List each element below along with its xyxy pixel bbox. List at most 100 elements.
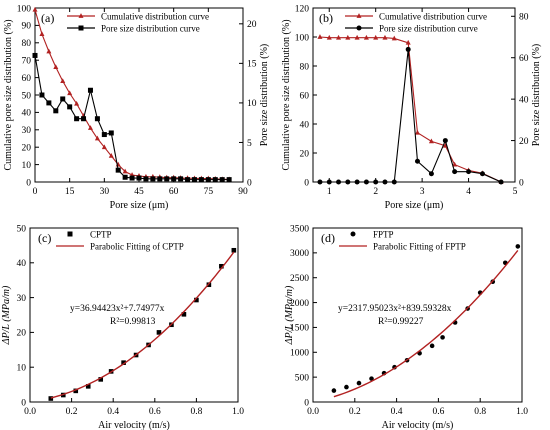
x-tick-label: 1.0 (516, 407, 528, 417)
legend-label: Parabolic Fitting of FPTP (373, 241, 466, 251)
data-point (219, 263, 224, 269)
legend-marker (78, 25, 84, 31)
data-point (122, 168, 128, 174)
data-point (94, 135, 100, 141)
data-point (336, 34, 342, 40)
series-line (319, 36, 502, 183)
y-axis-label: Cumulative pore size distribution (%) (281, 19, 292, 170)
y-tick-label: 50 (22, 91, 32, 101)
legend-marker (67, 231, 73, 237)
x-tick-label: 5 (513, 187, 518, 197)
y-tick-label: 3000 (290, 249, 309, 259)
data-point (46, 48, 52, 54)
fit-equation: y=36.94423x²+7.74977x (70, 304, 165, 314)
panel-label: (b) (319, 11, 333, 25)
x-tick-label: 2 (373, 187, 378, 197)
data-point (356, 380, 362, 386)
y-tick-label: 2500 (290, 274, 309, 284)
data-point (178, 176, 184, 182)
x-axis-label: Pore size (μm) (385, 200, 444, 211)
data-point (194, 297, 199, 303)
data-point (205, 177, 211, 183)
data-point (39, 31, 45, 36)
x-tick-label: 0.4 (107, 407, 119, 417)
x-tick-label: 15 (65, 187, 75, 197)
data-point (428, 171, 434, 177)
x-tick-label: 0.4 (391, 407, 403, 417)
y-tick-label: 90 (22, 22, 32, 32)
y-tick-label: 20 (300, 149, 310, 159)
legend-label: CPTP (90, 229, 112, 239)
y-tick-label: 0 (26, 178, 31, 188)
data-point (452, 161, 458, 167)
data-point (405, 46, 411, 52)
data-point (226, 177, 232, 183)
legend-label: Parabolic Fitting of CPTP (90, 241, 184, 251)
data-point (108, 153, 114, 158)
data-point (219, 177, 225, 183)
data-point (391, 35, 397, 41)
legend-label: Pore size distribution curve (101, 23, 200, 33)
legend-marker (356, 13, 362, 18)
y-tick-label: 60 (22, 74, 32, 84)
data-point (108, 130, 114, 136)
data-point (345, 179, 351, 185)
data-point (405, 39, 411, 45)
data-point (74, 100, 80, 106)
plot-frame (29, 227, 239, 403)
y2-tick-label: 0 (247, 178, 252, 188)
y-axis-label: ΔP/L (MPa/m) (1, 285, 12, 345)
series-line (34, 9, 230, 180)
legend-marker (350, 231, 356, 237)
y-tick-label: 100 (295, 33, 310, 43)
data-point (46, 100, 52, 106)
data-point (191, 177, 197, 183)
x-tick-label: 75 (204, 187, 214, 197)
legend-marker (78, 13, 84, 18)
y-tick-label: 50 (17, 224, 27, 234)
y-tick-label: 10 (22, 161, 32, 171)
x-tick-label: 45 (134, 187, 144, 197)
fit-curve (50, 251, 235, 399)
panel-c: 0.0 0.2 0.4 0.6 0.8 1.0 0 10 20 30 40 50 Air velocit… (1, 224, 244, 430)
data-point (369, 376, 374, 381)
y2-axis-label: Pore size distribution (%) (531, 44, 542, 146)
data-point (466, 169, 472, 175)
y2-tick-label: 60 (519, 54, 529, 64)
x-tick-label: 1 (327, 187, 332, 197)
y-tick-label: 30 (17, 294, 27, 304)
data-point (85, 384, 91, 389)
y-tick-label: 70 (22, 57, 32, 67)
x-tick-label: 0.0 (24, 407, 36, 417)
data-point (150, 176, 156, 182)
x-tick-label: 4 (466, 187, 471, 197)
data-point (181, 312, 187, 317)
data-point (67, 90, 73, 96)
data-point (94, 116, 100, 122)
data-point (74, 116, 80, 122)
data-point (136, 175, 142, 181)
data-point (317, 34, 323, 39)
data-point (231, 247, 237, 253)
data-point (373, 34, 379, 40)
x-tick-label: 0.6 (432, 407, 444, 417)
data-point (440, 335, 445, 340)
x-tick-label: 3 (420, 187, 425, 197)
data-point (156, 330, 162, 335)
y-tick-label: 120 (295, 4, 310, 14)
panel-label: (c) (38, 231, 51, 245)
data-point (479, 171, 485, 177)
data-point (81, 116, 87, 122)
data-point (382, 34, 388, 40)
plot-frame (34, 7, 244, 183)
x-axis-label: Air velocity (m/s) (98, 420, 170, 430)
r-squared: R²=0.99813 (110, 317, 156, 327)
data-point (198, 177, 204, 183)
data-point (101, 144, 107, 150)
y-tick-label: 0 (304, 398, 309, 408)
x-tick-label: 1.0 (232, 407, 244, 417)
data-point (32, 6, 38, 12)
data-point (87, 87, 93, 93)
data-point (73, 388, 79, 394)
